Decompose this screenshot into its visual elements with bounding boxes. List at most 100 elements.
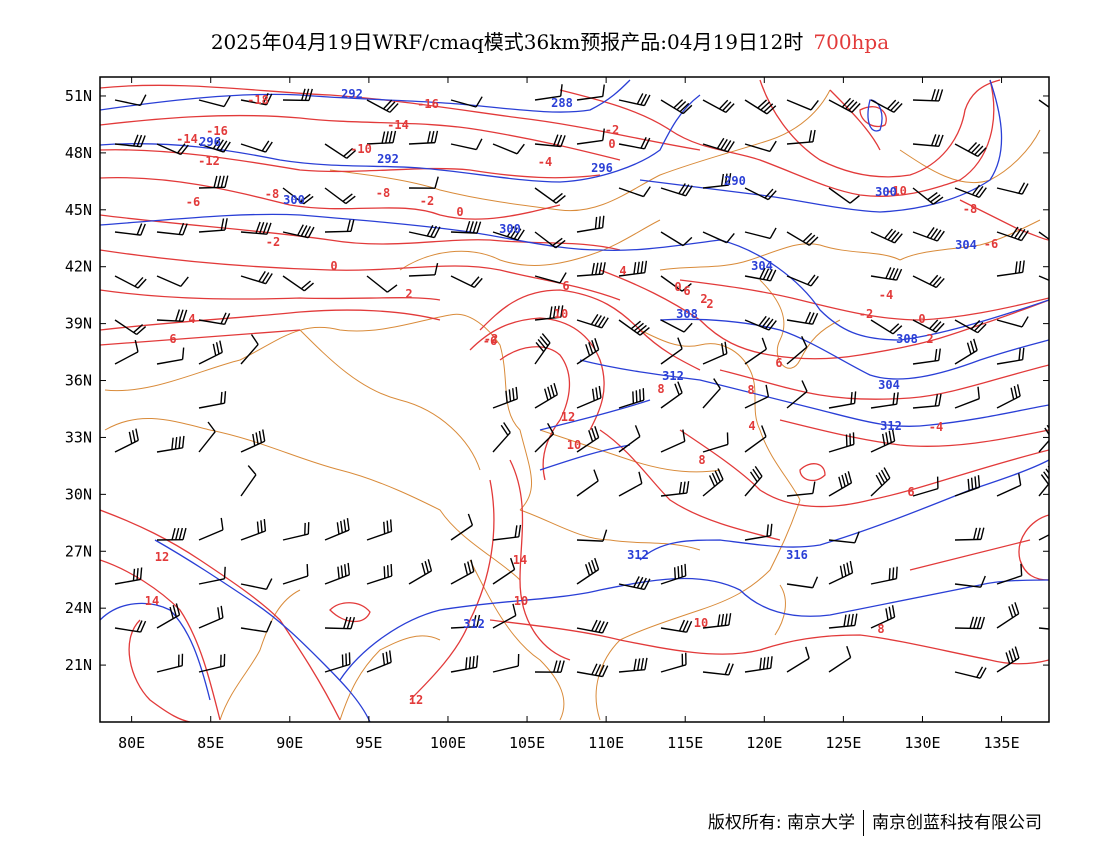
wind-barb	[492, 226, 525, 241]
wind-barb	[114, 223, 146, 236]
wind-barb	[240, 465, 257, 497]
temperature-label: -2	[859, 307, 873, 321]
temperature-label: 12	[155, 550, 169, 564]
wind-barb	[660, 481, 690, 497]
lat-label: 24N	[65, 599, 92, 617]
temperature-label: -4	[538, 155, 552, 169]
height-label: 296	[199, 135, 221, 149]
wind-barb	[660, 99, 693, 115]
wind-barb	[744, 466, 763, 497]
wind-barb	[534, 187, 566, 204]
wind-barb	[408, 262, 439, 277]
wind-barb	[828, 432, 855, 453]
wind-barb	[702, 173, 732, 189]
lat-label: 36N	[65, 372, 92, 390]
wind-barb	[786, 576, 819, 589]
temperature-label: -2	[605, 123, 619, 137]
temperature-label: 4	[619, 264, 626, 278]
temperature-label: -4	[879, 288, 893, 302]
wind-barb	[198, 421, 216, 453]
wind-barb	[954, 184, 987, 199]
wind-barb	[996, 563, 1023, 585]
wind-barb	[618, 388, 645, 409]
wind-barb	[912, 319, 945, 333]
wind-barb	[408, 559, 433, 585]
lon-label: 95E	[355, 734, 382, 752]
wind-barb	[156, 527, 187, 541]
wind-barb	[996, 260, 1025, 277]
temperature-label: 14	[513, 553, 527, 567]
temperature-label: -10	[885, 184, 907, 198]
temperature-label: 6	[907, 485, 914, 499]
wind-barb	[366, 275, 398, 293]
wind-barb	[828, 560, 854, 585]
temperature-label: 8	[877, 622, 884, 636]
wind-barb	[1038, 99, 1049, 108]
copyright-text: 版权所有: 南京大学	[707, 813, 855, 833]
wind-barb	[576, 663, 609, 678]
lon-label: 110E	[588, 734, 624, 752]
wind-barb	[156, 653, 184, 673]
wind-barb	[660, 231, 693, 247]
wind-barb	[744, 227, 777, 240]
wind-barb	[576, 314, 609, 329]
lat-label: 21N	[65, 656, 92, 674]
wind-barb	[198, 312, 231, 325]
wind-barb	[954, 666, 987, 679]
wind-barb	[912, 348, 941, 365]
wind-barb	[240, 620, 273, 633]
height-label: 308	[896, 332, 918, 346]
lon-label: 85E	[197, 734, 224, 752]
lat-label: 39N	[65, 315, 92, 333]
temperature-label: 6	[169, 332, 176, 346]
wind-barb	[744, 425, 767, 453]
lon-label: 130E	[904, 734, 940, 752]
wind-barb	[576, 469, 599, 497]
temperature-label: -2	[484, 332, 498, 346]
wind-barb	[702, 341, 728, 365]
wind-barb	[114, 339, 139, 365]
wind-barb	[198, 566, 226, 585]
wind-barb	[576, 426, 600, 453]
wind-barb	[198, 175, 229, 189]
chart-title: 2025年04月19日WRF/cmaq模式36km预报产品:04月19日12时 7…	[0, 26, 1100, 55]
temperature-label: 2	[405, 287, 412, 301]
wind-barb	[954, 338, 978, 365]
lon-label: 115E	[667, 734, 703, 752]
temperature-label: 0	[330, 259, 337, 273]
wind-barb	[786, 129, 816, 145]
wind-barb	[114, 275, 147, 289]
wind-barb	[198, 517, 224, 541]
wind-barb	[240, 92, 273, 106]
wind-barb	[198, 340, 223, 365]
wind-barb	[828, 391, 857, 409]
wind-barb	[660, 563, 687, 585]
wind-barb	[492, 143, 525, 155]
temperature-label: 10	[514, 594, 528, 608]
wind-barb	[240, 519, 267, 541]
temperature-label: -16	[206, 124, 228, 138]
height-label: 296	[591, 161, 613, 175]
temperature-label: 8	[698, 453, 705, 467]
wind-barb	[912, 393, 942, 409]
wind-barb	[912, 88, 944, 102]
wind-barb	[240, 221, 272, 235]
wind-barb	[618, 576, 651, 591]
lon-label: 90E	[276, 734, 303, 752]
temperature-label: -2	[420, 194, 434, 208]
wind-barb	[576, 128, 605, 145]
wind-barb	[618, 425, 641, 453]
temperature-label: -12	[198, 154, 220, 168]
temperature-label: -8	[376, 186, 390, 200]
lon-label: 135E	[983, 734, 1019, 752]
footer-credit: 版权所有: 南京大学 南京创蓝科技有限公司	[708, 808, 1042, 836]
temperature-label: 4	[188, 312, 195, 326]
wind-barb	[324, 652, 351, 673]
lon-label: 80E	[118, 734, 145, 752]
temperature-label: -8	[963, 202, 977, 216]
wind-barb	[156, 435, 185, 453]
wind-barb	[996, 646, 1020, 673]
wind-barb	[198, 138, 231, 153]
wind-barb	[408, 176, 439, 189]
temperature-label: -6	[483, 334, 497, 348]
